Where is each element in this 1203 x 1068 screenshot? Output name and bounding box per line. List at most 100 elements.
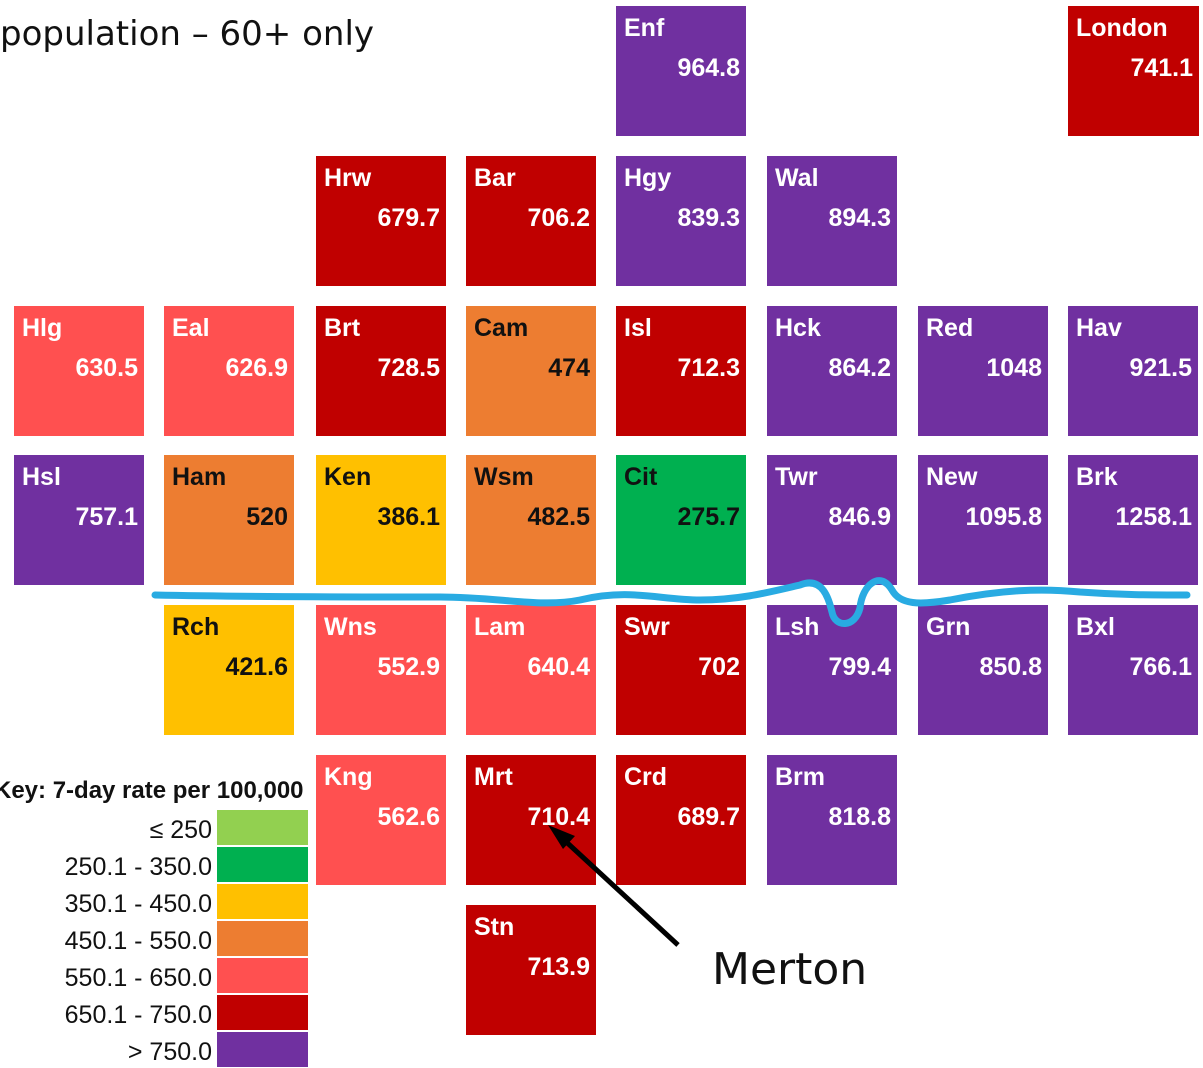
borough-tile-brt: Brt 728.5	[316, 306, 446, 436]
legend-band-label: 350.1 - 450.0	[64, 890, 212, 918]
borough-abbr: Mrt	[474, 763, 513, 791]
borough-rate-value: 713.9	[527, 953, 590, 981]
borough-abbr: Hlg	[22, 314, 63, 342]
borough-abbr: Brt	[324, 314, 361, 342]
borough-tile-enf: Enf 964.8	[616, 6, 746, 136]
borough-abbr: Swr	[624, 613, 670, 641]
borough-rate-value: 921.5	[1129, 354, 1192, 382]
borough-tile-wns: Wns 552.9	[316, 605, 446, 735]
borough-tile-cam: Cam 474	[466, 306, 596, 436]
borough-tile-eal: Eal 626.9	[164, 306, 294, 436]
borough-abbr: Ken	[324, 463, 372, 491]
legend-band: 650.1 - 750.0	[0, 995, 310, 1031]
borough-rate-value: 728.5	[377, 354, 440, 382]
borough-abbr: Ham	[172, 463, 227, 491]
legend-swatch	[217, 884, 308, 919]
borough-rate-value: 1095.8	[965, 503, 1042, 531]
borough-rate-value: 626.9	[225, 354, 288, 382]
borough-rate-value: 474	[548, 354, 590, 382]
borough-tile-brk: Brk 1258.1	[1068, 455, 1198, 585]
borough-rate-value: 562.6	[377, 803, 440, 831]
borough-abbr: Enf	[624, 14, 665, 42]
borough-rate-value: 482.5	[527, 503, 590, 531]
merton-callout-label: Merton	[712, 944, 868, 995]
borough-abbr: Rch	[172, 613, 220, 641]
borough-rate-value: 421.6	[225, 653, 288, 681]
borough-tile-ham: Ham 520	[164, 455, 294, 585]
borough-tile-hgy: Hgy 839.3	[616, 156, 746, 286]
borough-rate-value: 702	[698, 653, 740, 681]
borough-rate-value: 710.4	[527, 803, 590, 831]
borough-tile-cit: Cit 275.7	[616, 455, 746, 585]
borough-rate-value: 386.1	[377, 503, 440, 531]
legend-band-label: 550.1 - 650.0	[64, 964, 212, 992]
borough-rate-value: 757.1	[75, 503, 138, 531]
borough-tile-wal: Wal 894.3	[767, 156, 897, 286]
borough-rate-value: 799.4	[828, 653, 891, 681]
map-heading: population – 60+ only	[0, 14, 375, 54]
borough-abbr: London	[1076, 14, 1168, 42]
borough-abbr: Isl	[624, 314, 652, 342]
borough-rate-value: 766.1	[1129, 653, 1192, 681]
legend-swatch	[217, 958, 308, 993]
borough-tile-hck: Hck 864.2	[767, 306, 897, 436]
borough-tile-london: London 741.1	[1068, 6, 1199, 136]
borough-abbr: Hav	[1076, 314, 1122, 342]
borough-rate-value: 964.8	[677, 54, 740, 82]
borough-abbr: Twr	[775, 463, 818, 491]
borough-rate-value: 1048	[986, 354, 1042, 382]
borough-abbr: Lsh	[775, 613, 820, 641]
borough-abbr: Hrw	[324, 164, 372, 192]
borough-tile-hsl: Hsl 757.1	[14, 455, 144, 585]
borough-abbr: Hsl	[22, 463, 61, 491]
borough-abbr: Brk	[1076, 463, 1118, 491]
borough-rate-value: 706.2	[527, 204, 590, 232]
borough-abbr: Cit	[624, 463, 658, 491]
borough-rate-value: 741.1	[1130, 54, 1193, 82]
borough-abbr: Lam	[474, 613, 526, 641]
borough-tile-crd: Crd 689.7	[616, 755, 746, 885]
borough-tile-hlg: Hlg 630.5	[14, 306, 144, 436]
borough-rate-value: 1258.1	[1115, 503, 1192, 531]
borough-tile-hrw: Hrw 679.7	[316, 156, 446, 286]
borough-tile-mrt: Mrt 710.4	[466, 755, 596, 885]
borough-tile-bar: Bar 706.2	[466, 156, 596, 286]
legend-title: Key: 7-day rate per 100,000	[0, 777, 304, 804]
borough-tile-swr: Swr 702	[616, 605, 746, 735]
borough-abbr: New	[926, 463, 978, 491]
borough-abbr: Wns	[324, 613, 377, 641]
legend-swatch	[217, 810, 308, 845]
legend-swatch	[217, 1032, 308, 1067]
borough-rate-value: 850.8	[979, 653, 1042, 681]
borough-tile-wsm: Wsm 482.5	[466, 455, 596, 585]
borough-abbr: Bxl	[1076, 613, 1115, 641]
borough-abbr: Hck	[775, 314, 821, 342]
borough-abbr: Wal	[775, 164, 819, 192]
borough-tile-twr: Twr 846.9	[767, 455, 897, 585]
borough-abbr: Kng	[324, 763, 373, 791]
borough-tile-isl: Isl 712.3	[616, 306, 746, 436]
borough-tile-grn: Grn 850.8	[918, 605, 1048, 735]
legend-swatch	[217, 921, 308, 956]
borough-rate-value: 864.2	[828, 354, 891, 382]
borough-abbr: Grn	[926, 613, 971, 641]
borough-abbr: Red	[926, 314, 974, 342]
borough-rate-value: 839.3	[677, 204, 740, 232]
legend-swatch	[217, 995, 308, 1030]
borough-rate-value: 630.5	[75, 354, 138, 382]
legend-swatch	[217, 847, 308, 882]
borough-tile-new: New 1095.8	[918, 455, 1048, 585]
borough-abbr: Cam	[474, 314, 529, 342]
borough-rate-value: 552.9	[377, 653, 440, 681]
borough-rate-value: 712.3	[677, 354, 740, 382]
borough-rate-value: 275.7	[677, 503, 740, 531]
borough-abbr: Stn	[474, 913, 515, 941]
borough-rate-value: 679.7	[377, 204, 440, 232]
legend-band: > 750.0	[0, 1032, 310, 1068]
borough-tile-red: Red 1048	[918, 306, 1048, 436]
legend-band-label: 250.1 - 350.0	[64, 853, 212, 881]
borough-tile-kng: Kng 562.6	[316, 755, 446, 885]
legend-band: ≤ 250	[0, 810, 310, 846]
legend-band-label: ≤ 250	[149, 816, 212, 844]
borough-tile-lsh: Lsh 799.4	[767, 605, 897, 735]
